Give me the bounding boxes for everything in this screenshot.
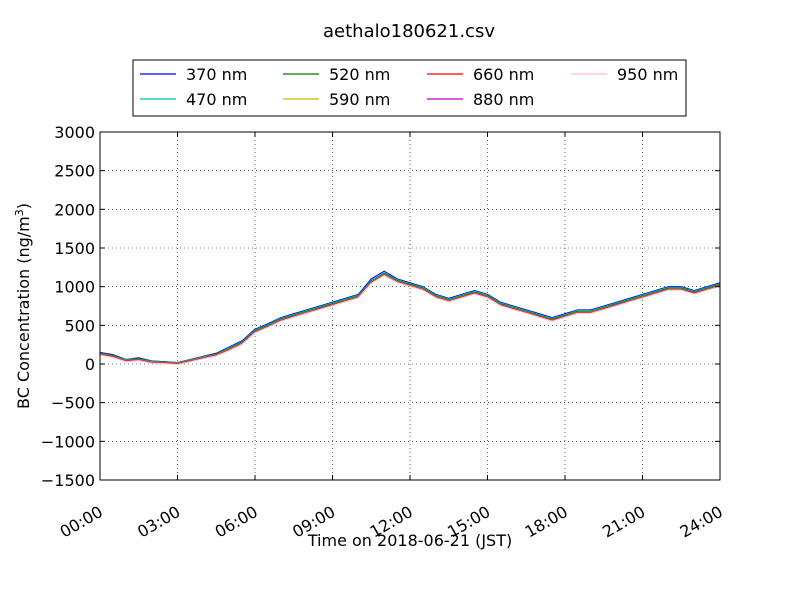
legend-label: 660 nm <box>473 65 534 84</box>
legend-label: 950 nm <box>617 65 678 84</box>
grid <box>100 132 720 480</box>
legend-label: 470 nm <box>186 90 247 109</box>
y-tick-label: 1500 <box>54 239 95 258</box>
y-tick-label: −1500 <box>41 471 95 490</box>
x-tick-label: 03:00 <box>134 502 183 542</box>
y-tick-label: 1000 <box>54 278 95 297</box>
legend-label: 880 nm <box>473 90 534 109</box>
y-tick-label: 3000 <box>54 123 95 142</box>
x-tick-label: 00:00 <box>57 502 106 542</box>
series-line-590-nm <box>99 273 721 364</box>
chart-title: aethalo180621.csv <box>323 21 495 42</box>
ticks <box>99 131 721 481</box>
y-tick-labels: −1500 −1000 −500 0 500 1000 1500 2000 2500 3000 <box>41 123 95 490</box>
plot-lines <box>99 270 721 365</box>
legend-label: 370 nm <box>186 65 247 84</box>
x-tick-label: 18:00 <box>522 502 571 542</box>
x-tick-label: 24:00 <box>677 502 726 542</box>
y-tick-label: −1000 <box>41 432 95 451</box>
y-axis-label: BC Concentration (ng/m3) <box>13 203 33 409</box>
y-axis-label-main: BC Concentration (ng/m <box>14 216 33 409</box>
y-tick-label: −500 <box>51 394 95 413</box>
legend: 370 nm 470 nm 520 nm 590 nm 660 nm 880 nm 950 … <box>132 59 687 117</box>
y-tick-label: 2000 <box>54 200 95 219</box>
x-axis-label: Time on 2018-06-21 (JST) <box>307 531 512 550</box>
legend-frame <box>132 59 687 117</box>
y-axis-label-close: ) <box>14 203 33 209</box>
legend-label: 590 nm <box>329 90 390 109</box>
x-tick-label: 06:00 <box>212 502 261 542</box>
y-tick-label: 500 <box>64 316 95 335</box>
x-tick-label: 21:00 <box>599 502 648 542</box>
series-line-950-nm <box>99 274 721 365</box>
y-tick-label: 0 <box>85 355 95 374</box>
y-tick-label: 2500 <box>54 162 95 181</box>
y-axis-label-sup: 3 <box>13 209 26 216</box>
legend-label: 520 nm <box>329 65 390 84</box>
